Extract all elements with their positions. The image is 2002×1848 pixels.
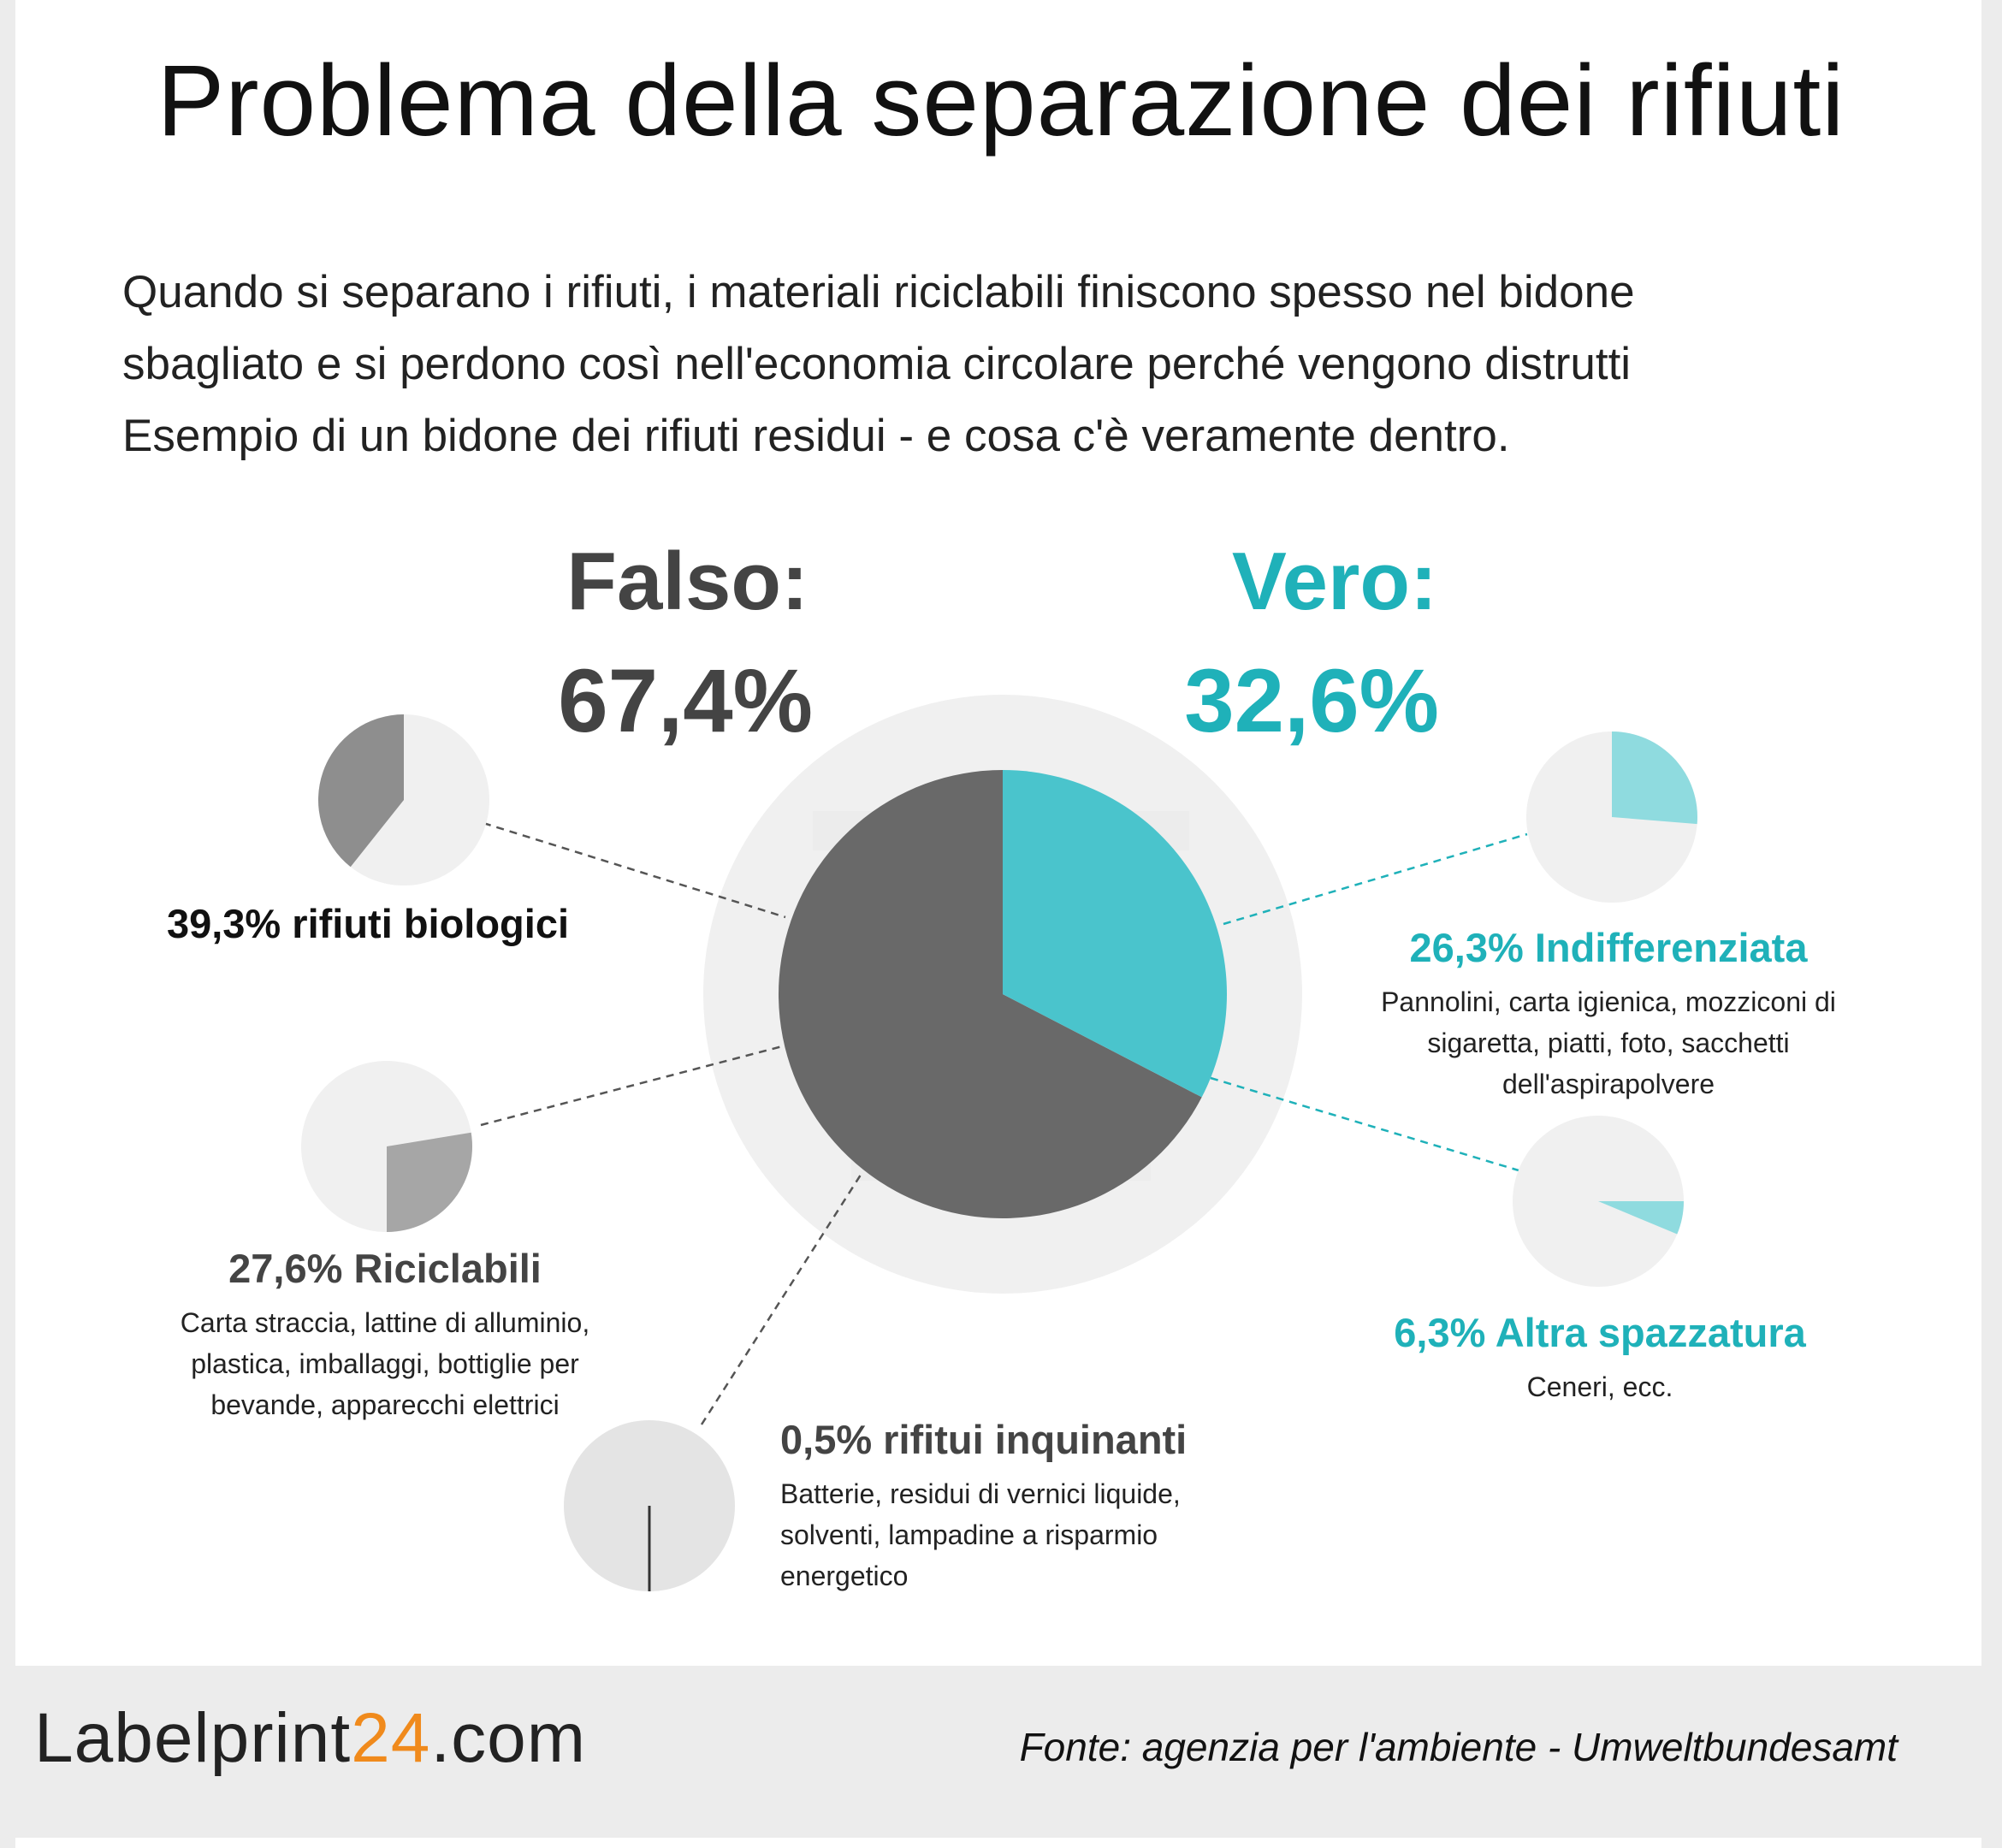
- pie-riciclabili-slice: [387, 1132, 472, 1232]
- pie-indifferenziata-slice: [1612, 732, 1698, 825]
- category-title: 26,3% Indifferenziata: [1409, 925, 1808, 970]
- category-riciclabili: 27,6% Riciclabili Carta straccia, lattin…: [145, 1245, 625, 1425]
- connector-riciclabili: [480, 1044, 786, 1127]
- category-desc: Pannolini, carta igienica, mozziconi di …: [1381, 986, 1836, 1099]
- false-value: 67,4%: [558, 651, 813, 751]
- connector-lines: [480, 821, 1528, 1425]
- intro-line-3: Esempio di un bidone dei rifiuti residui…: [122, 411, 1510, 461]
- category-inquinanti: 0,5% rifitui inquinanti Batterie, residu…: [780, 1416, 1225, 1596]
- pie-biologici-slice: [317, 714, 404, 868]
- category-desc: Carta straccia, lattine di alluminio, pl…: [180, 1307, 590, 1420]
- category-desc: Ceneri, ecc.: [1526, 1371, 1673, 1402]
- category-title: 0,5% rifitui inquinanti: [780, 1417, 1188, 1462]
- connector-biologici: [483, 821, 786, 919]
- true-label: Vero:: [1231, 536, 1437, 627]
- page-title: Problema della separazione dei rifiuti: [157, 44, 1845, 157]
- pie-slice-falso: [779, 770, 1202, 1218]
- logo-part: .com: [430, 1699, 587, 1777]
- pie-altra-slice: [1598, 1201, 1684, 1235]
- category-biologici: 39,3% rifiuti biologici: [111, 900, 625, 947]
- source-text: Fonte: agenzia per l'ambiente - Umweltbu…: [1019, 1725, 1898, 1769]
- intro-line-1: Quando si separano i rifiuti, i material…: [122, 267, 1635, 317]
- category-title: 39,3% rifiuti biologici: [166, 901, 570, 946]
- connector-indifferenziata: [1223, 832, 1528, 926]
- category-altra: 6,3% Altra spazzatura Ceneri, ecc.: [1343, 1309, 1857, 1407]
- small-pies: [301, 714, 1698, 1591]
- intro-line-2: sbagliato e si perdono così nell'economi…: [122, 339, 1632, 389]
- category-desc: Batterie, residui di vernici liquide, so…: [780, 1478, 1181, 1591]
- logo-part: print: [210, 1699, 352, 1777]
- true-value: 32,6%: [1184, 651, 1439, 751]
- main-pie: [779, 770, 1228, 1218]
- intro-text: Quando si separano i rifiuti, i material…: [122, 257, 1919, 472]
- false-label: Falso:: [566, 536, 808, 627]
- category-title: 27,6% Riciclabili: [228, 1246, 542, 1291]
- logo-part: 24: [351, 1699, 431, 1777]
- category-title: 6,3% Altra spazzatura: [1394, 1310, 1806, 1355]
- pie-slice-vero: [1003, 770, 1228, 1098]
- bottom-strip: [15, 1838, 1981, 1848]
- connector-inquinanti: [700, 1171, 864, 1425]
- category-indifferenziata: 26,3% Indifferenziata Pannolini, carta i…: [1360, 924, 1857, 1105]
- labelprint-logo: Labelprint24.com: [34, 1698, 586, 1779]
- logo-part: Label: [34, 1699, 210, 1777]
